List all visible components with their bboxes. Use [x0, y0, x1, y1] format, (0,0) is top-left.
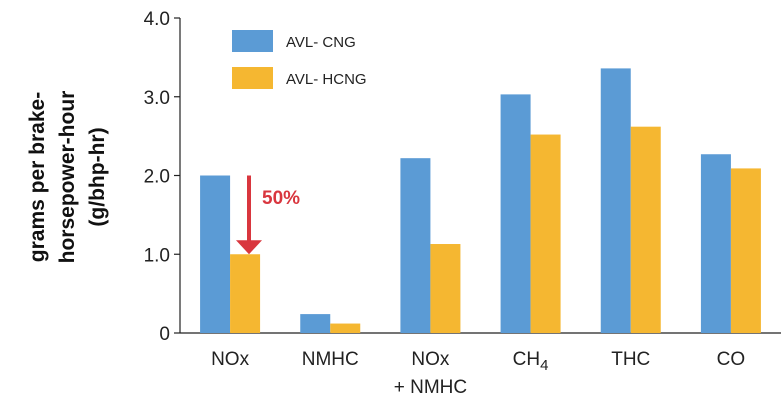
x-tick-label: CH4 — [513, 349, 549, 374]
x-tick-label: NOx — [211, 349, 250, 370]
y-tick-label: 4.0 — [144, 9, 170, 30]
y-axis-title: grams per brake- horsepower-hour (g/bhp-… — [26, 91, 109, 264]
y-axis-title-line1: grams per brake- — [26, 92, 49, 262]
bar-avl-cng — [700, 154, 731, 333]
y-tick-label: 2.0 — [144, 167, 170, 188]
bar-avl-hcng — [330, 323, 361, 333]
legend-label-avl-hcng: AVL- HCNG — [286, 71, 367, 88]
y-axis-title-line3: (g/bhp-hr) — [86, 127, 109, 226]
x-tick-label: THC — [611, 349, 650, 370]
y-tick-label: 3.0 — [144, 88, 170, 109]
bar-avl-hcng — [430, 244, 461, 333]
legend-label-avl-cng: AVL- CNG — [286, 34, 356, 51]
bar-avl-hcng — [530, 134, 561, 333]
bar-avl-cng — [600, 68, 631, 334]
x-axis-tick-labels: NOx NMHC NOx + NMHC CH4 THC CO — [211, 349, 745, 398]
bar-avl-cng — [400, 158, 431, 333]
bar-avl-hcng — [730, 168, 761, 333]
reduction-annotation: 50% — [236, 175, 300, 255]
y-axis-tick-labels: 0 1.0 2.0 3.0 4.0 — [144, 9, 180, 345]
bar-avl-cng — [200, 175, 231, 333]
bar-avl-hcng — [630, 126, 661, 333]
y-tick-label: 0 — [159, 324, 170, 345]
bar-avl-hcng — [230, 254, 261, 333]
reduction-arrow-head — [236, 240, 262, 255]
x-tick-label: + NMHC — [394, 377, 467, 398]
legend: AVL- CNG AVL- HCNG — [232, 30, 367, 89]
plot-area — [179, 18, 781, 334]
x-tick-label: NMHC — [302, 349, 359, 370]
reduction-label: 50% — [262, 188, 300, 209]
legend-swatch-avl-hcng — [232, 67, 273, 89]
y-axis-title-line2: horsepower-hour — [56, 91, 79, 264]
legend-swatch-avl-cng — [232, 30, 273, 52]
x-tick-label: NOx — [411, 349, 450, 370]
y-tick-label: 1.0 — [144, 245, 170, 266]
x-tick-label: CO — [717, 349, 746, 370]
bar-avl-cng — [500, 94, 531, 333]
bar-avl-cng — [300, 314, 331, 333]
